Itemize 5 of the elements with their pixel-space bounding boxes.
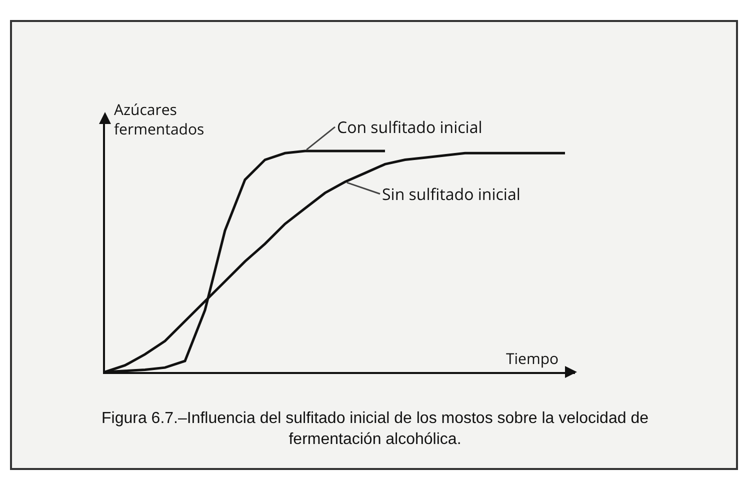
series-label: Sin sulfitado inicial [382, 183, 520, 205]
y-axis-title: Azúcares fermentados [114, 100, 204, 140]
x-axis-title: Tiempo [506, 349, 559, 369]
text: Figura 6.7.–Influencia del sulfitado inicial de los mostos sobre la velocidad de fermentación alcohólica. [100, 409, 650, 450]
series-label: Con sulfitado inicial [337, 116, 482, 138]
